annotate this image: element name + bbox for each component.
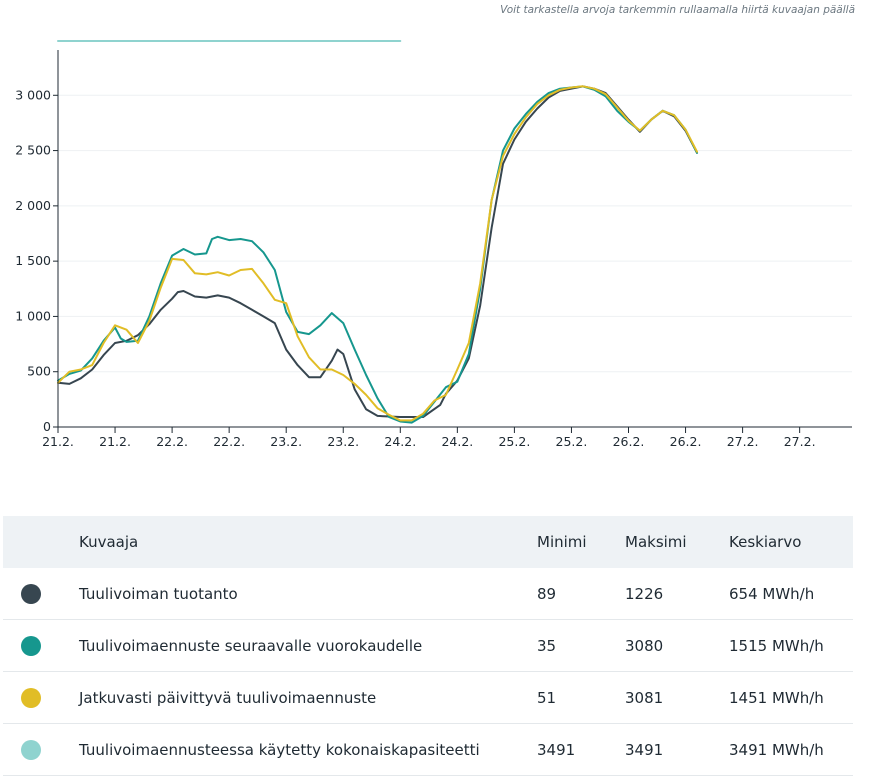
y-tick-label: 3 000 bbox=[15, 87, 51, 102]
chart-gridlines bbox=[58, 94, 852, 373]
chart-axes bbox=[57, 50, 852, 428]
x-tick-label: 24.2. bbox=[441, 434, 473, 449]
series-max: 3080 bbox=[625, 619, 729, 672]
table-header-avg: Keskiarvo bbox=[729, 533, 802, 551]
table-header-series: Kuvaaja bbox=[79, 533, 139, 551]
x-tick-label: 27.2. bbox=[727, 434, 759, 449]
series-avg: 1451 MWh/h bbox=[729, 671, 853, 724]
series-min: 51 bbox=[537, 671, 625, 724]
x-axis-ticks: 21.2. 21.2. 22.2. 22.2. 23.2. 23.2. 24.2. 24.2.… bbox=[42, 427, 816, 449]
table-header-color bbox=[3, 516, 79, 568]
table-row[interactable]: Tuulivoiman tuotanto 89 1226 654 MWh/h bbox=[3, 568, 853, 620]
y-tick-label: 0 bbox=[43, 419, 51, 434]
x-tick-label: 22.2. bbox=[213, 434, 245, 449]
series-line bbox=[57, 85, 698, 418]
series-min: 35 bbox=[537, 619, 625, 672]
y-axis-ticks: 0 500 1 000 1 500 2 000 2 500 3 000 bbox=[15, 87, 58, 434]
y-tick-label: 2 000 bbox=[15, 198, 51, 213]
x-tick-label: 24.2. bbox=[384, 434, 416, 449]
table-row[interactable]: Tuulivoimaennuste seuraavalle vuorokaude… bbox=[3, 619, 853, 672]
y-tick-label: 500 bbox=[27, 364, 51, 379]
series-max: 3491 bbox=[625, 723, 729, 776]
series-color-dot bbox=[21, 739, 41, 760]
x-tick-label: 23.2. bbox=[270, 434, 302, 449]
table-row[interactable]: Jatkuvasti päivittyvä tuulivoimaennuste … bbox=[3, 671, 853, 724]
series-name: Jatkuvasti päivittyvä tuulivoimaennuste bbox=[79, 671, 537, 724]
x-tick-label: 25.2. bbox=[556, 434, 588, 449]
series-name: Tuulivoimaennusteessa käytetty kokonaisk… bbox=[79, 723, 537, 776]
y-tick-label: 1 000 bbox=[15, 308, 51, 323]
series-color-dot bbox=[21, 635, 41, 656]
series-avg: 3491 MWh/h bbox=[729, 723, 853, 776]
series-name: Tuulivoiman tuotanto bbox=[79, 568, 537, 620]
x-tick-label: 21.2. bbox=[42, 434, 74, 449]
table-row[interactable]: Tuulivoimaennusteessa käytetty kokonaisk… bbox=[3, 723, 853, 776]
chart-hint-text: Voit tarkastella arvoja tarkemmin rullaa… bbox=[500, 4, 855, 16]
series-max: 1226 bbox=[625, 568, 729, 620]
table-header-max: Maksimi bbox=[625, 533, 687, 551]
table-header-min: Minimi bbox=[537, 533, 587, 551]
y-tick-label: 2 500 bbox=[15, 143, 51, 158]
series-summary-table: Kuvaaja Minimi Maksimi Keskiarvo Tuulivo… bbox=[3, 516, 853, 776]
y-tick-label: 1 500 bbox=[15, 253, 51, 268]
x-tick-label: 26.2. bbox=[613, 434, 645, 449]
series-min: 89 bbox=[537, 568, 625, 620]
series-color-dot bbox=[21, 583, 41, 604]
series-avg: 1515 MWh/h bbox=[729, 619, 853, 672]
table-header-row: Kuvaaja Minimi Maksimi Keskiarvo bbox=[3, 516, 853, 568]
series-color-dot bbox=[21, 687, 41, 708]
x-tick-label: 25.2. bbox=[498, 434, 530, 449]
x-tick-label: 27.2. bbox=[784, 434, 816, 449]
x-tick-label: 23.2. bbox=[327, 434, 359, 449]
series-max: 3081 bbox=[625, 671, 729, 724]
series-line bbox=[57, 85, 698, 422]
series-avg: 654 MWh/h bbox=[729, 568, 853, 620]
x-tick-label: 26.2. bbox=[670, 434, 702, 449]
x-tick-label: 21.2. bbox=[99, 434, 131, 449]
chart-series-lines bbox=[57, 40, 698, 424]
series-name: Tuulivoimaennuste seuraavalle vuorokaude… bbox=[79, 619, 537, 672]
x-tick-label: 22.2. bbox=[156, 434, 188, 449]
